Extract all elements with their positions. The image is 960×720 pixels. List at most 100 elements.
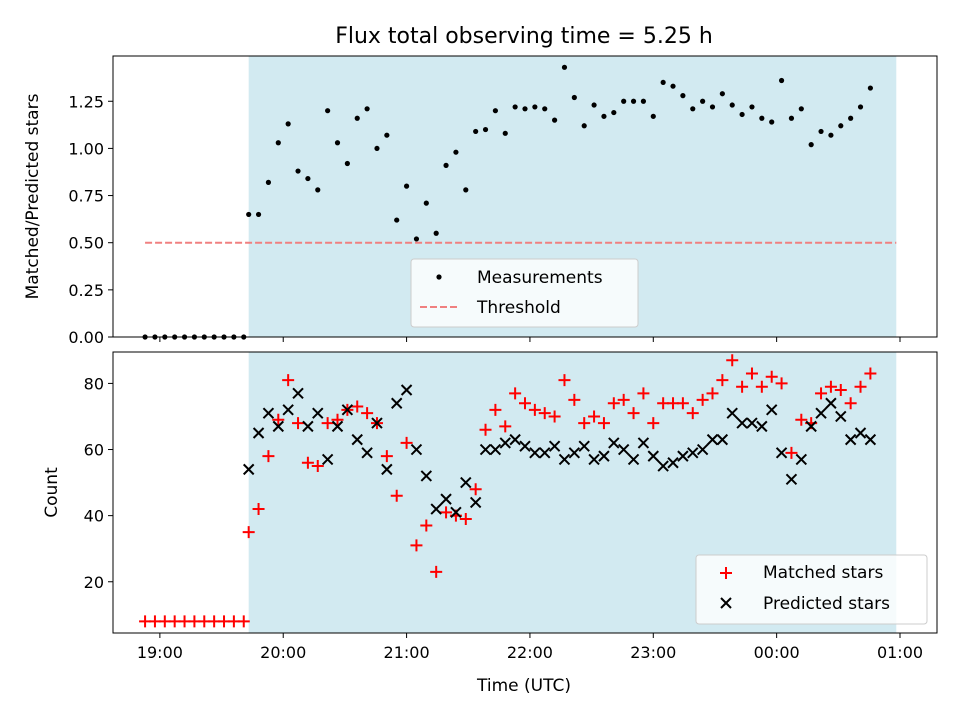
matched-star-marker-72 — [844, 397, 857, 410]
measurement-point-72 — [848, 115, 854, 121]
measurement-point-28 — [413, 236, 420, 242]
matched-star-marker-58 — [706, 387, 719, 400]
measurement-point-56 — [690, 106, 696, 112]
measurement-point-26 — [394, 217, 400, 223]
count-panel-frame — [112, 351, 938, 634]
matched-star-marker-70 — [824, 380, 837, 393]
predicted-star-marker-14 — [381, 463, 393, 476]
matched-star-marker-51 — [637, 387, 650, 400]
predicted-legend-marker — [720, 597, 732, 609]
predicted-star-marker-35 — [588, 453, 600, 466]
measurement-point-52 — [650, 113, 656, 119]
count-x-tick-label-6: 01:00 — [877, 643, 923, 662]
count-y-tick-label-1: 40 — [84, 507, 104, 526]
predicted-star-marker-60 — [835, 410, 847, 423]
x-axis-label: Time (UTC) — [476, 676, 571, 696]
predicted-star-marker-50 — [736, 417, 748, 429]
measurement-point-70 — [828, 132, 834, 138]
matched-star-marker-22 — [351, 400, 364, 413]
measurement-point-67 — [798, 106, 804, 112]
matched-star-marker-41 — [538, 407, 551, 420]
predicted-star-marker-42 — [657, 460, 669, 472]
count-y-tick-label-2: 60 — [84, 441, 104, 460]
predicted-star-marker-16 — [400, 384, 413, 396]
predicted-star-marker-46 — [696, 443, 709, 456]
chart-title: Flux total observing time = 5.25 h — [335, 24, 713, 49]
predicted-star-marker-41 — [647, 450, 659, 462]
measurement-point-32 — [453, 149, 459, 155]
predicted-star-marker-49 — [726, 407, 738, 419]
predicted-star-marker-29 — [529, 447, 541, 459]
ratio-y-tick-label-1: 0.25 — [68, 281, 104, 300]
measurement-point-71 — [838, 123, 844, 129]
measurement-point-68 — [808, 142, 814, 148]
measurement-point-16 — [295, 168, 301, 174]
matched-star-marker-44 — [568, 393, 581, 406]
predicted-star-marker-36 — [598, 450, 610, 462]
matched-star-marker-12 — [252, 503, 265, 516]
matched-star-marker-66 — [785, 446, 798, 459]
matched-star-marker-67 — [795, 413, 808, 426]
count-legend-box — [695, 554, 928, 625]
matched-star-marker-63 — [755, 380, 768, 393]
measurement-point-60 — [729, 102, 735, 108]
predicted-star-marker-55 — [785, 473, 798, 485]
measurement-point-54 — [670, 83, 676, 89]
matched-star-marker-52 — [647, 417, 660, 430]
matched-star-markers — [139, 354, 877, 628]
count-x-tick-label-0: 19:00 — [137, 643, 183, 662]
ratio-legend-box — [410, 258, 639, 328]
measurement-point-19 — [325, 108, 331, 114]
measurement-point-11 — [246, 211, 252, 218]
predicted-star-marker-59 — [825, 397, 837, 409]
matched-star-marker-71 — [834, 384, 847, 397]
measurement-points — [142, 64, 873, 340]
predicted-star-marker-15 — [391, 397, 403, 409]
predicted-star-marker-63 — [864, 433, 877, 446]
predicted-star-marker-28 — [519, 440, 531, 452]
ratio-y-axis-label: Matched/Predicted stars — [23, 93, 43, 299]
count-legend: Matched stars Predicted stars — [695, 554, 928, 625]
count-x-tick-label-5: 00:00 — [754, 643, 800, 662]
matched-legend-label: Matched stars — [763, 563, 883, 583]
matched-star-marker-49 — [617, 393, 630, 406]
matched-star-marker-14 — [272, 413, 285, 426]
measurement-point-43 — [561, 64, 568, 70]
count-panel: 20 40 60 80 19:00 20:00 21:00 22:00 23:00 00:00 0… — [42, 351, 938, 696]
predicted-star-marker-3 — [272, 420, 285, 433]
predicted-star-marker-44 — [677, 450, 689, 462]
predicted-star-marker-10 — [341, 404, 354, 416]
measurement-point-20 — [334, 140, 341, 146]
ratio-y-tick-label-2: 0.50 — [68, 234, 104, 253]
measurement-point-37 — [502, 130, 508, 136]
matched-star-marker-61 — [736, 380, 749, 393]
predicted-star-marker-4 — [282, 404, 294, 416]
predicted-star-marker-37 — [608, 437, 620, 449]
predicted-star-marker-17 — [410, 443, 423, 456]
measurement-point-42 — [552, 117, 558, 123]
matched-star-marker-56 — [686, 407, 699, 420]
matched-star-marker-19 — [321, 417, 334, 430]
measurement-legend-marker — [436, 274, 442, 280]
count-x-tick-label-3: 22:00 — [507, 643, 553, 662]
measurement-point-65 — [778, 77, 785, 84]
matched-star-marker-62 — [745, 367, 758, 380]
measurement-point-36 — [492, 108, 498, 114]
measurement-point-41 — [542, 106, 548, 112]
predicted-star-marker-56 — [795, 453, 808, 466]
measurement-point-63 — [759, 115, 765, 121]
predicted-star-marker-39 — [627, 453, 640, 466]
matched-star-marker-73 — [854, 380, 867, 393]
matched-star-marker-45 — [578, 417, 591, 430]
count-x-tick-label-4: 23:00 — [630, 643, 676, 662]
measurement-point-25 — [384, 132, 390, 138]
measurement-point-48 — [611, 109, 617, 116]
ratio-panel-frame — [112, 55, 938, 338]
predicted-star-marker-38 — [617, 443, 630, 456]
predicted-star-marker-6 — [302, 420, 314, 433]
predicted-star-marker-9 — [331, 420, 344, 433]
count-y-tick-label-3: 80 — [84, 374, 104, 393]
matched-star-marker-25 — [380, 450, 393, 463]
matched-star-marker-47 — [597, 417, 610, 430]
measurement-point-58 — [709, 104, 716, 110]
